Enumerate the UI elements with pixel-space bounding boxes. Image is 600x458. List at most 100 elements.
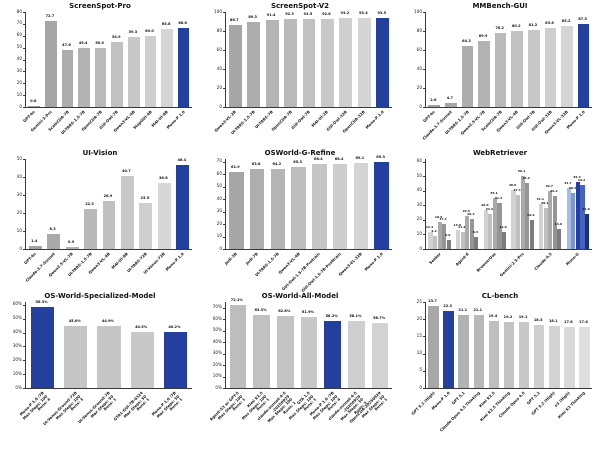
chart-title: OS-World-Specialized-Model — [44, 292, 156, 300]
y-tick-mark — [423, 302, 425, 303]
bar — [302, 19, 316, 107]
bar — [84, 208, 97, 249]
y-tick-mark — [23, 249, 25, 250]
bar — [492, 198, 498, 249]
bar-value-label: 19.2 — [503, 314, 513, 319]
y-tick-mark — [23, 195, 25, 196]
y-tick-mark — [423, 336, 425, 338]
bar-value-label: 9.2 — [431, 228, 437, 233]
bar — [571, 193, 576, 249]
bar-value-label: 20.4 — [467, 212, 475, 217]
y-tick-label: 40% — [12, 329, 22, 335]
y-tick-label: 50 — [216, 183, 222, 188]
y-tick-mark — [423, 176, 425, 178]
y-tick-mark — [223, 249, 225, 250]
y-tick-label: 0 — [419, 245, 422, 251]
bar — [102, 200, 116, 249]
bar-value-label: 50.1 — [517, 169, 526, 174]
y-tick-mark — [23, 374, 25, 376]
y-tick-mark — [23, 12, 25, 13]
bar-value-label: 11.9 — [499, 224, 507, 229]
bar-value-label: 13.0 — [453, 223, 461, 228]
bar — [45, 20, 57, 107]
y-tick-label: 0% — [15, 384, 22, 390]
bar — [128, 36, 140, 107]
y-tick-mark — [223, 388, 225, 389]
y-tick-mark — [223, 365, 225, 367]
y-tick-mark — [223, 307, 225, 309]
bar-value-label: 17.1 — [439, 217, 447, 222]
y-tick-mark — [223, 88, 225, 89]
bar — [446, 240, 451, 249]
bar-value-label: 37.1 — [513, 188, 521, 193]
chart-title: ScreenSpot-Pro — [69, 2, 131, 10]
y-tick-mark — [23, 177, 25, 178]
y-tick-label: 10 — [16, 91, 22, 97]
y-tick-label: 80 — [416, 27, 422, 33]
bar — [469, 219, 474, 249]
y-tick-mark — [423, 12, 425, 13]
y-tick-label: 60 — [416, 158, 422, 164]
bar — [584, 214, 590, 249]
y-tick-label: 20 — [16, 79, 22, 85]
y-tick-label: 40 — [416, 65, 422, 71]
bar — [503, 321, 515, 388]
y-tick-label: 100 — [414, 8, 422, 14]
y-tick-mark — [223, 161, 225, 163]
bar-value-label: 54.9 — [111, 34, 121, 39]
y-tick-mark — [223, 69, 225, 70]
bar-value-label: 85.2 — [561, 19, 571, 24]
bar-value-label: 44.2 — [577, 177, 586, 182]
bar-value-label: 69.3 — [376, 155, 385, 160]
y-tick-label: 10% — [212, 373, 222, 379]
bar — [64, 325, 88, 388]
bar-value-label: 64.2 — [272, 161, 282, 166]
y-tick-mark — [423, 353, 425, 355]
y-tick-label: 30% — [212, 350, 222, 356]
bar — [577, 23, 590, 107]
bar — [176, 165, 190, 249]
bar — [291, 167, 306, 249]
bar-value-label: 89.3 — [248, 15, 257, 20]
bar-value-label: 69.1 — [355, 155, 365, 160]
y-tick-mark — [23, 231, 25, 232]
y-tick-label: 20 — [416, 315, 422, 321]
y-tick-mark — [23, 159, 25, 160]
bar — [525, 183, 530, 249]
bar — [437, 221, 442, 249]
bar-value-label: 21.1 — [473, 308, 483, 313]
bar — [474, 236, 479, 249]
chart-plot-area — [425, 302, 592, 389]
bar-value-label: 93.2 — [340, 11, 350, 16]
bar — [177, 27, 190, 107]
bar-value-label: 0.9 — [68, 240, 75, 245]
y-tick-mark — [23, 318, 25, 320]
bar-value-label: 93.5 — [377, 11, 387, 16]
bar — [460, 232, 465, 249]
chart-plot-area — [225, 159, 392, 250]
y-tick-label: 70 — [16, 20, 22, 26]
bar — [548, 325, 560, 388]
bar-value-label: 50.0 — [95, 40, 104, 45]
y-tick-label: 0 — [419, 384, 422, 390]
chart-plot-area — [25, 159, 192, 250]
y-tick-label: 25 — [416, 298, 422, 304]
bar-value-label: 21.1 — [458, 308, 468, 313]
bar — [247, 22, 261, 107]
bar — [428, 232, 433, 249]
bar-value-label: 47.6 — [62, 43, 71, 48]
chart-screenspot-pro: ScreenSpot-Pro 0 10 20 30 40 50 60 70 80 GPT-4o Ge… — [0, 0, 200, 147]
bar — [478, 40, 490, 107]
bar-value-label: 18.3 — [533, 318, 543, 323]
bar-value-label: 39.7 — [545, 184, 553, 189]
y-tick-label: 60 — [216, 170, 222, 176]
y-tick-label: 60% — [12, 301, 22, 307]
y-tick-label: 20 — [416, 84, 422, 90]
bar — [483, 210, 488, 249]
bar-value-label: 62.8% — [278, 308, 291, 313]
bar — [157, 182, 171, 249]
bar-value-label: 31.1 — [536, 196, 544, 201]
bar — [529, 220, 534, 249]
bar — [575, 181, 581, 249]
bar-value-label: 18.9 — [434, 214, 443, 219]
